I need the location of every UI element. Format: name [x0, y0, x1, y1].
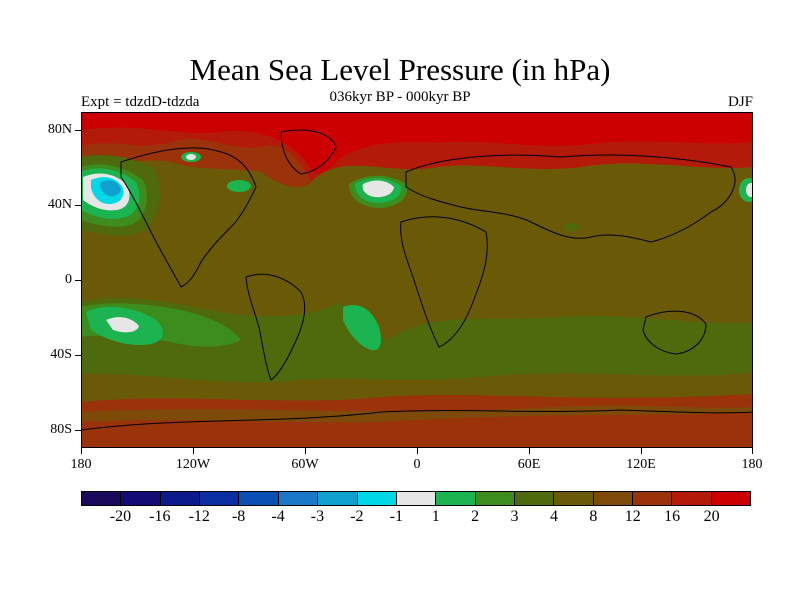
ylabel-40s: 40S: [50, 347, 72, 362]
colorbar-box: [672, 492, 712, 505]
colorbar-label: -2: [350, 508, 364, 525]
colorbar-box: [318, 492, 358, 505]
colorbar-box: [554, 492, 594, 505]
season-label: DJF: [727, 94, 753, 110]
colorbar-label: -20: [109, 508, 132, 525]
colorbar-box: [633, 492, 673, 505]
colorbar-label: 1: [431, 508, 440, 525]
experiment-label: Expt = tdzdD-tdzda: [81, 94, 200, 110]
contour-nwpacific-white: [746, 183, 753, 197]
ylabel-40n: 40N: [47, 197, 72, 212]
coast-antarctica: [81, 409, 753, 431]
contour-indian-1: [563, 223, 579, 231]
xtick-120e: [641, 448, 642, 454]
colorbar-box: [121, 492, 161, 505]
coast-australia: [642, 310, 707, 355]
contour-hudson-white: [186, 154, 196, 160]
xtick-60w: [305, 448, 306, 454]
colorbar-box: [475, 492, 515, 505]
ytick-0: [75, 280, 81, 281]
xtick-180e: [752, 448, 753, 454]
contour-south-atlantic-1: [343, 304, 381, 351]
colorbar-label: 12: [624, 508, 641, 525]
xtick-0: [417, 448, 418, 454]
contour-natlantic-white: [362, 180, 394, 198]
colorbar-label: -4: [271, 508, 285, 525]
coastlines: [81, 129, 753, 431]
colorbar-label: -1: [389, 508, 403, 525]
xlabel-120w: 120W: [175, 457, 211, 472]
map-canvas: [81, 112, 753, 448]
contour-north-12: [81, 139, 311, 188]
ylabel-80n: 80N: [47, 122, 72, 137]
xtick-180w: [81, 448, 82, 454]
colorbar-label: 2: [471, 508, 480, 525]
contour-north-20: [81, 112, 753, 174]
coast-eurasia: [405, 154, 736, 243]
contour-south-8: [81, 405, 753, 423]
colorbar-box: [711, 492, 751, 505]
ylabel-80s: 80S: [50, 422, 72, 437]
pressure-map: [81, 112, 753, 448]
colorbar-box: [514, 492, 555, 505]
colorbar-box: [160, 492, 201, 505]
colorbar-box: [239, 492, 279, 505]
map-frame: [81, 112, 753, 448]
contour-south-12: [81, 394, 753, 448]
colorbar-label: 20: [703, 508, 720, 525]
xlabel-120e: 120E: [626, 457, 656, 472]
ytick-80n: [75, 130, 81, 131]
contour-npacific-blue: [100, 180, 121, 197]
plot-title: Mean Sea Level Pressure (in hPa): [189, 52, 611, 87]
colorbar-box: [82, 492, 122, 505]
contour-south-3: [81, 297, 753, 383]
coast-north-america: [120, 147, 257, 288]
ytick-40s: [75, 355, 81, 356]
xlabel-60e: 60E: [517, 457, 541, 472]
contour-sw-pacific-white: [106, 317, 139, 333]
xtick-120w: [193, 448, 194, 454]
colorbar-label: -8: [231, 508, 246, 525]
xtick-60e: [529, 448, 530, 454]
colorbar-label: -3: [310, 508, 325, 525]
ytick-80s: [75, 430, 81, 431]
coast-africa: [400, 216, 488, 348]
xlabel-0: 0: [413, 457, 421, 472]
colorbar-box: [357, 492, 397, 505]
colorbar-box: [436, 492, 476, 505]
colorbar-box: [396, 492, 437, 505]
colorbar-label: -12: [188, 508, 210, 525]
colorbar-box: [200, 492, 240, 505]
contour-greenland-1: [227, 180, 251, 192]
ylabel-0: 0: [65, 272, 72, 287]
colorbar-box: [278, 492, 319, 505]
colorbar-label: 16: [664, 508, 681, 525]
colorbar-label: -16: [149, 508, 171, 525]
xlabel-180e: 180: [741, 457, 763, 472]
ytick-40n: [75, 205, 81, 206]
colorbar-box: [593, 492, 634, 505]
xlabel-180w: 180: [70, 457, 92, 472]
colorbar: [81, 491, 751, 506]
colorbar-label: 8: [589, 508, 598, 525]
plot-subtitle: 036kyr BP - 000kyr BP: [329, 89, 471, 105]
colorbar-label: 4: [549, 508, 558, 525]
coast-greenland: [280, 129, 337, 175]
colorbar-label: 3: [510, 508, 519, 525]
xlabel-60w: 60W: [291, 457, 319, 472]
coast-south-america: [245, 273, 306, 381]
